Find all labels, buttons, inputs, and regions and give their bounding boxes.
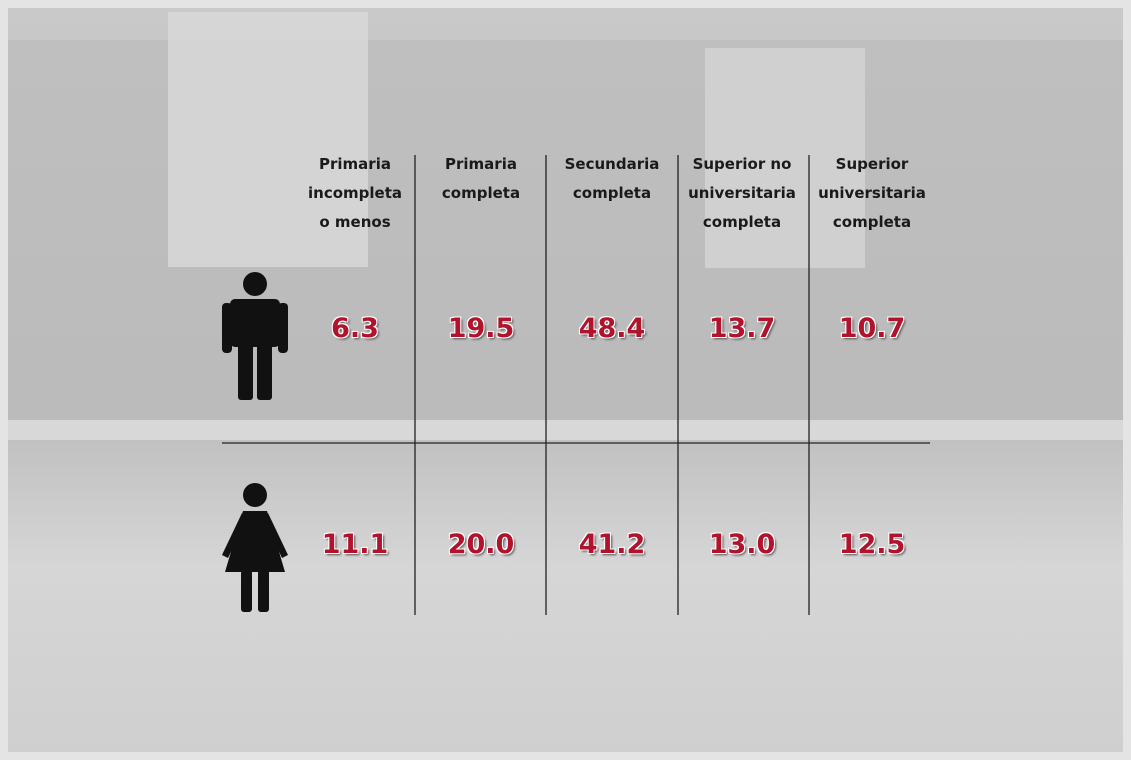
column-header: Superior universitaria completa — [818, 155, 926, 231]
cell-value: 13.7 — [708, 313, 776, 344]
man-icon — [222, 272, 288, 400]
cell-value: 12.5 — [838, 529, 906, 560]
table-lines — [222, 155, 930, 615]
column-header: Superior no universitaria completa — [688, 155, 796, 231]
paper — [705, 48, 865, 268]
column-header: Primaria completa — [441, 155, 521, 202]
cell-value: 11.1 — [321, 529, 389, 560]
cell-value: 10.7 — [838, 313, 906, 344]
cell-value: 41.2 — [578, 529, 646, 560]
column-header: Primaria incompleta o menos — [308, 155, 402, 231]
cell-value: 6.3 — [331, 313, 379, 344]
cell-value: 19.5 — [447, 313, 515, 344]
cell-value: 13.0 — [708, 529, 776, 560]
woman-icon — [222, 483, 288, 612]
column-header: Secundaria completa — [564, 155, 660, 202]
paper — [168, 12, 368, 267]
cell-value: 48.4 — [578, 313, 646, 344]
cell-value: 20.0 — [447, 529, 515, 560]
chalk-ledge — [8, 420, 1123, 440]
